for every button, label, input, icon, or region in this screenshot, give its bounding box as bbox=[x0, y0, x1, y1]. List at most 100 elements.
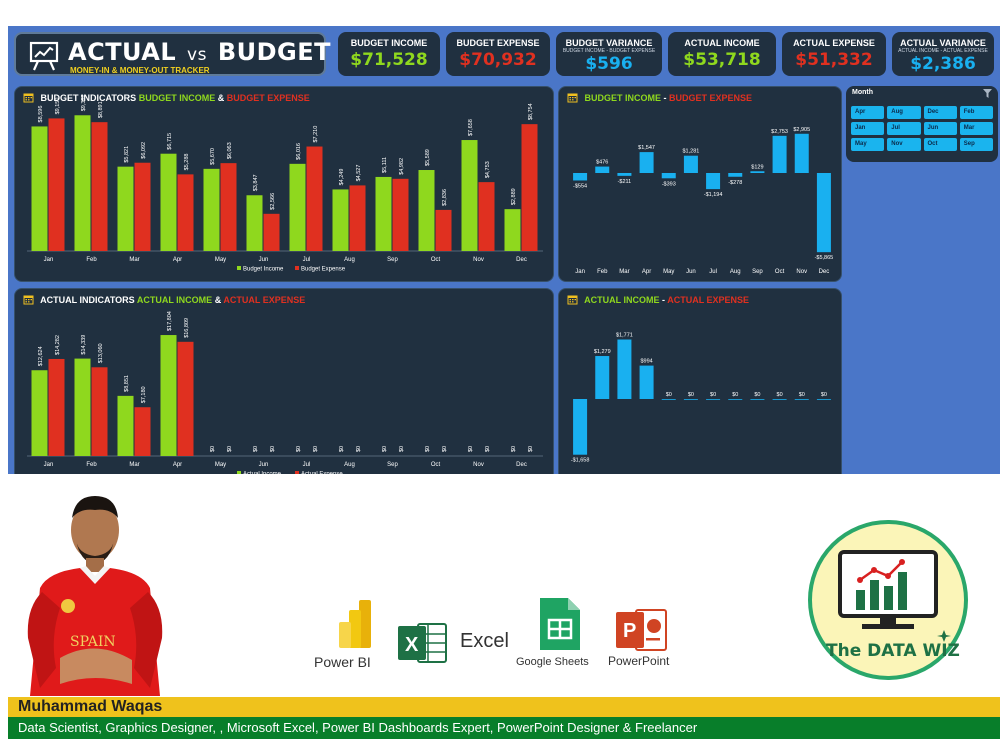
bar bbox=[117, 166, 134, 251]
bar bbox=[177, 341, 194, 456]
bar bbox=[661, 173, 676, 179]
data-label: -$1,194 bbox=[704, 192, 723, 198]
bar bbox=[816, 173, 831, 253]
data-label: $476 bbox=[596, 160, 608, 166]
bar bbox=[573, 399, 588, 455]
data-label: $5,670 bbox=[210, 148, 216, 165]
data-label: $2,836 bbox=[442, 189, 448, 206]
excel-label: Excel bbox=[460, 630, 509, 652]
actual-indicators-panel: ACTUAL INDICATORS ACTUAL INCOME & ACTUAL… bbox=[14, 288, 554, 474]
bar bbox=[31, 370, 48, 456]
x-tick-label: Oct bbox=[775, 269, 785, 275]
panel-title-income: BUDGET INCOME bbox=[138, 93, 216, 103]
slicer-item-mar[interactable]: Mar bbox=[959, 122, 993, 135]
data-label: $16,809 bbox=[184, 318, 190, 338]
data-label: $9,150 bbox=[55, 98, 61, 115]
bar bbox=[263, 213, 280, 251]
kpi-sublabel: BUDGET INCOME - BUDGET EXPENSE bbox=[562, 48, 656, 54]
bar bbox=[794, 399, 809, 400]
slicer-item-may[interactable]: May bbox=[851, 138, 885, 151]
data-label: $0 bbox=[732, 392, 738, 398]
month-slicer: Month Apr Aug Dec Feb Jan Jul Jun Mar May Nov Oct S… bbox=[846, 86, 998, 162]
data-label: $3,847 bbox=[253, 174, 259, 191]
bar bbox=[772, 135, 787, 173]
kpi-value: $70,932 bbox=[459, 50, 537, 70]
x-tick-label: Jan bbox=[44, 257, 54, 263]
data-label: $994 bbox=[640, 359, 652, 365]
bar bbox=[706, 173, 721, 190]
excel-icon: X bbox=[398, 623, 447, 663]
presenter-description-bar: Data Scientist, Graphics Designer, , Mic… bbox=[8, 717, 1000, 739]
data-label: -$211 bbox=[618, 179, 632, 185]
slicer-item-jan[interactable]: Jan bbox=[851, 122, 885, 135]
presenter-photo: SPAIN bbox=[27, 496, 163, 696]
data-label: $1,281 bbox=[683, 149, 700, 155]
data-label: $0 bbox=[339, 446, 345, 452]
data-label: $8,754 bbox=[528, 103, 534, 120]
bar bbox=[134, 407, 151, 456]
data-label: $1,771 bbox=[616, 332, 633, 338]
x-tick-label: Sep bbox=[387, 462, 398, 468]
budget-indicators-panel: BUDGET INDICATORS BUDGET INCOME & BUDGET… bbox=[14, 86, 554, 282]
data-label: -$393 bbox=[662, 181, 676, 187]
legend-swatch bbox=[295, 471, 299, 474]
slicer-item-dec[interactable]: Dec bbox=[923, 106, 957, 119]
bar bbox=[478, 182, 495, 251]
logo-text-wiz: WIZ bbox=[922, 641, 959, 661]
slicer-item-nov[interactable]: Nov bbox=[887, 138, 921, 151]
bar bbox=[289, 163, 306, 251]
data-label: $0 bbox=[688, 392, 694, 398]
data-label: $13,060 bbox=[98, 343, 104, 363]
x-tick-label: Jan bbox=[44, 462, 54, 468]
slicer-item-oct[interactable]: Oct bbox=[923, 138, 957, 151]
bar bbox=[74, 358, 91, 456]
bar bbox=[74, 115, 91, 251]
slicer-item-feb[interactable]: Feb bbox=[959, 106, 993, 119]
bar bbox=[617, 173, 632, 176]
kpi-label: ACTUAL INCOME bbox=[684, 38, 760, 48]
bar bbox=[246, 195, 263, 251]
data-label: $8,891 bbox=[98, 101, 104, 118]
x-tick-label: Nov bbox=[796, 269, 807, 275]
x-tick-label: Oct bbox=[431, 462, 441, 468]
panel-title-income: BUDGET INCOME bbox=[584, 93, 662, 103]
budget-variance-chart: -$554 Jan $476 Feb -$211 Mar $1,547 Apr -$393 May… bbox=[573, 127, 833, 275]
bar bbox=[772, 399, 787, 400]
bar bbox=[48, 358, 65, 456]
slicer-item-jul[interactable]: Jul bbox=[887, 122, 921, 135]
panel-title-amp: & bbox=[217, 93, 225, 103]
panel-title-dash: - bbox=[662, 295, 666, 305]
panel-title-income: ACTUAL INCOME bbox=[584, 295, 660, 305]
bar bbox=[639, 152, 654, 173]
data-label: $0 bbox=[253, 446, 259, 452]
x-tick-label: Apr bbox=[642, 269, 651, 275]
calendar-icon bbox=[23, 93, 34, 103]
bar bbox=[332, 189, 349, 251]
kpi-value: $2,386 bbox=[910, 54, 976, 74]
data-label: -$1,658 bbox=[571, 458, 590, 464]
bar bbox=[375, 176, 392, 251]
title-actual: ACTUAL bbox=[68, 38, 177, 66]
panel-title-income: ACTUAL INCOME bbox=[136, 295, 213, 305]
bar bbox=[349, 185, 366, 251]
bar bbox=[595, 166, 610, 173]
slicer-item-jun[interactable]: Jun bbox=[923, 122, 957, 135]
kpi-card: ACTUAL EXPENSE $51,332 bbox=[782, 32, 886, 76]
legend-label: Actual Expense bbox=[301, 472, 343, 475]
data-label: $5,821 bbox=[124, 146, 130, 163]
svg-text:The DATA WIZ: The DATA WIZ bbox=[826, 641, 960, 661]
bar bbox=[750, 171, 765, 173]
slicer-item-sep[interactable]: Sep bbox=[959, 138, 993, 151]
power-bi-icon bbox=[339, 600, 371, 648]
slicer-item-apr[interactable]: Apr bbox=[851, 106, 885, 119]
x-tick-label: Feb bbox=[597, 269, 608, 275]
bar bbox=[203, 168, 220, 251]
slicer-item-aug[interactable]: Aug bbox=[887, 106, 921, 119]
data-label: $6,715 bbox=[167, 133, 173, 150]
kpi-card: ACTUAL INCOME $53,718 bbox=[668, 32, 776, 76]
kpi-label: BUDGET VARIANCE bbox=[565, 38, 653, 48]
bar bbox=[91, 367, 108, 456]
data-label: $0 bbox=[313, 446, 319, 452]
x-tick-label: Jul bbox=[709, 269, 717, 275]
filter-funnel-icon[interactable] bbox=[983, 89, 992, 98]
